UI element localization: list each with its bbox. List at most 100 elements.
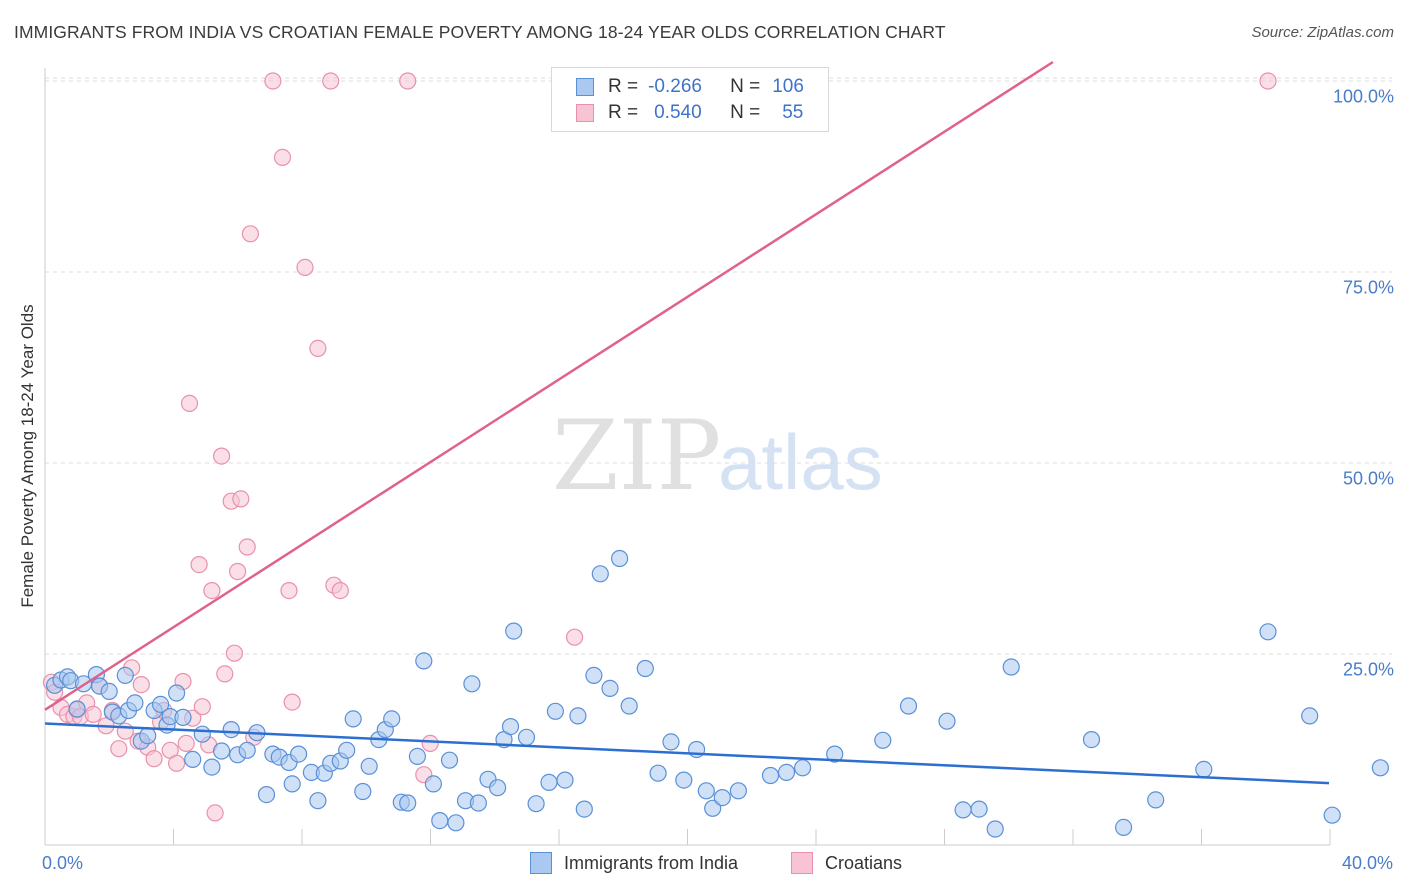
croatian-point — [190, 555, 208, 574]
india-point — [463, 675, 481, 693]
india-point — [585, 666, 603, 685]
bottom-legend-croatian: Croatians — [791, 852, 902, 874]
india-point — [257, 785, 276, 804]
croatian-point — [264, 72, 282, 90]
india-point — [620, 697, 638, 715]
india-point — [569, 707, 587, 725]
india-point — [954, 801, 972, 819]
x-tick-label-max: 40.0% — [1341, 853, 1393, 873]
india-point — [283, 775, 301, 793]
india-swatch-icon — [576, 78, 594, 96]
india-point — [777, 763, 796, 782]
india-point — [68, 700, 86, 718]
india-point — [489, 779, 507, 797]
india-point — [431, 811, 449, 830]
india-point — [408, 747, 426, 766]
watermark-atlas: atlas — [718, 418, 883, 506]
india-trend-line — [44, 722, 1330, 785]
india-point — [986, 820, 1004, 838]
india-point — [610, 549, 629, 568]
croatian-point — [421, 734, 439, 753]
india-point — [338, 741, 356, 759]
croatian-point — [177, 734, 195, 753]
legend-row-croatian: R = 0.540 N = 55 — [576, 101, 803, 125]
legend-row-india: R = -0.266 N = 106 — [576, 75, 804, 99]
india-point — [193, 725, 211, 743]
bottom-legend-croatian-label: Croatians — [825, 852, 903, 873]
source-credit: Source: ZipAtlas.com — [1251, 24, 1394, 41]
india-point — [713, 788, 731, 807]
india-point — [309, 792, 327, 810]
bottom-legend-india: Immigrants from India — [530, 852, 738, 874]
india-point — [970, 800, 988, 818]
india-point — [238, 741, 256, 759]
india-point — [1082, 730, 1101, 749]
legend-n-value-croatian: 55 — [782, 102, 804, 123]
croatian-point — [180, 394, 199, 412]
croatian-point — [1259, 72, 1277, 90]
legend-n-label: N = — [730, 76, 761, 97]
croatian-point — [84, 705, 102, 724]
croatian-point — [280, 581, 298, 600]
india-point — [383, 710, 401, 728]
india-point — [213, 742, 231, 760]
legend-r-value-croatian: 0.540 — [654, 102, 702, 123]
india-point — [1371, 759, 1390, 777]
croatian-point — [273, 148, 292, 166]
croatian-point — [132, 675, 150, 694]
india-point — [697, 782, 715, 800]
india-point — [649, 764, 667, 782]
india-point — [447, 814, 465, 832]
india-legend-icon — [530, 852, 552, 874]
india-point — [152, 695, 170, 714]
stats-legend: R = -0.266 N = 106 R = 0.540 N = 55 — [551, 67, 829, 132]
legend-r-label: R = — [608, 76, 639, 97]
india-point — [139, 727, 157, 745]
bottom-legend-india-label: Immigrants from India — [564, 852, 739, 873]
chart-title: IMMIGRANTS FROM INDIA VS CROATIAN FEMALE… — [14, 22, 946, 42]
india-point — [344, 710, 362, 728]
india-point — [517, 728, 536, 746]
india-point — [440, 751, 459, 769]
india-point — [415, 652, 433, 670]
india-point — [168, 684, 186, 702]
india-point — [556, 771, 574, 789]
india-point — [662, 733, 680, 751]
india-point — [546, 702, 565, 720]
croatian-point — [145, 750, 163, 768]
india-point — [354, 782, 372, 801]
india-point — [174, 708, 192, 727]
croatian-legend-icon — [791, 852, 813, 874]
india-point — [636, 659, 654, 678]
watermark: ZIP atlas — [552, 400, 883, 512]
croatian-point — [331, 581, 349, 600]
croatian-point — [565, 628, 584, 646]
legend-n-label: N = — [730, 102, 761, 123]
croatian-point — [283, 693, 301, 711]
croatian-point — [238, 538, 256, 556]
y-tick-label-75: 75.0% — [1342, 277, 1394, 298]
croatian-point — [168, 754, 186, 772]
india-point — [1147, 791, 1165, 809]
india-point — [1301, 707, 1319, 725]
grid-lines — [45, 77, 1392, 655]
axes — [44, 68, 1331, 846]
croatian-point — [225, 644, 243, 662]
croatian-point — [213, 447, 231, 465]
india-point — [729, 782, 748, 800]
croatian-point — [232, 490, 250, 508]
india-point — [116, 666, 134, 685]
croatian-trend-line — [44, 60, 1054, 711]
croatian-point — [296, 258, 314, 276]
india-point — [1114, 818, 1133, 837]
india-point — [1323, 806, 1341, 824]
india-point — [424, 775, 442, 793]
india-point — [399, 794, 417, 812]
india-point — [601, 679, 619, 698]
croatian-point — [309, 339, 327, 357]
india-point — [1195, 760, 1213, 779]
india-point — [675, 771, 693, 789]
croatian-point — [110, 740, 128, 758]
india-point — [126, 694, 144, 712]
